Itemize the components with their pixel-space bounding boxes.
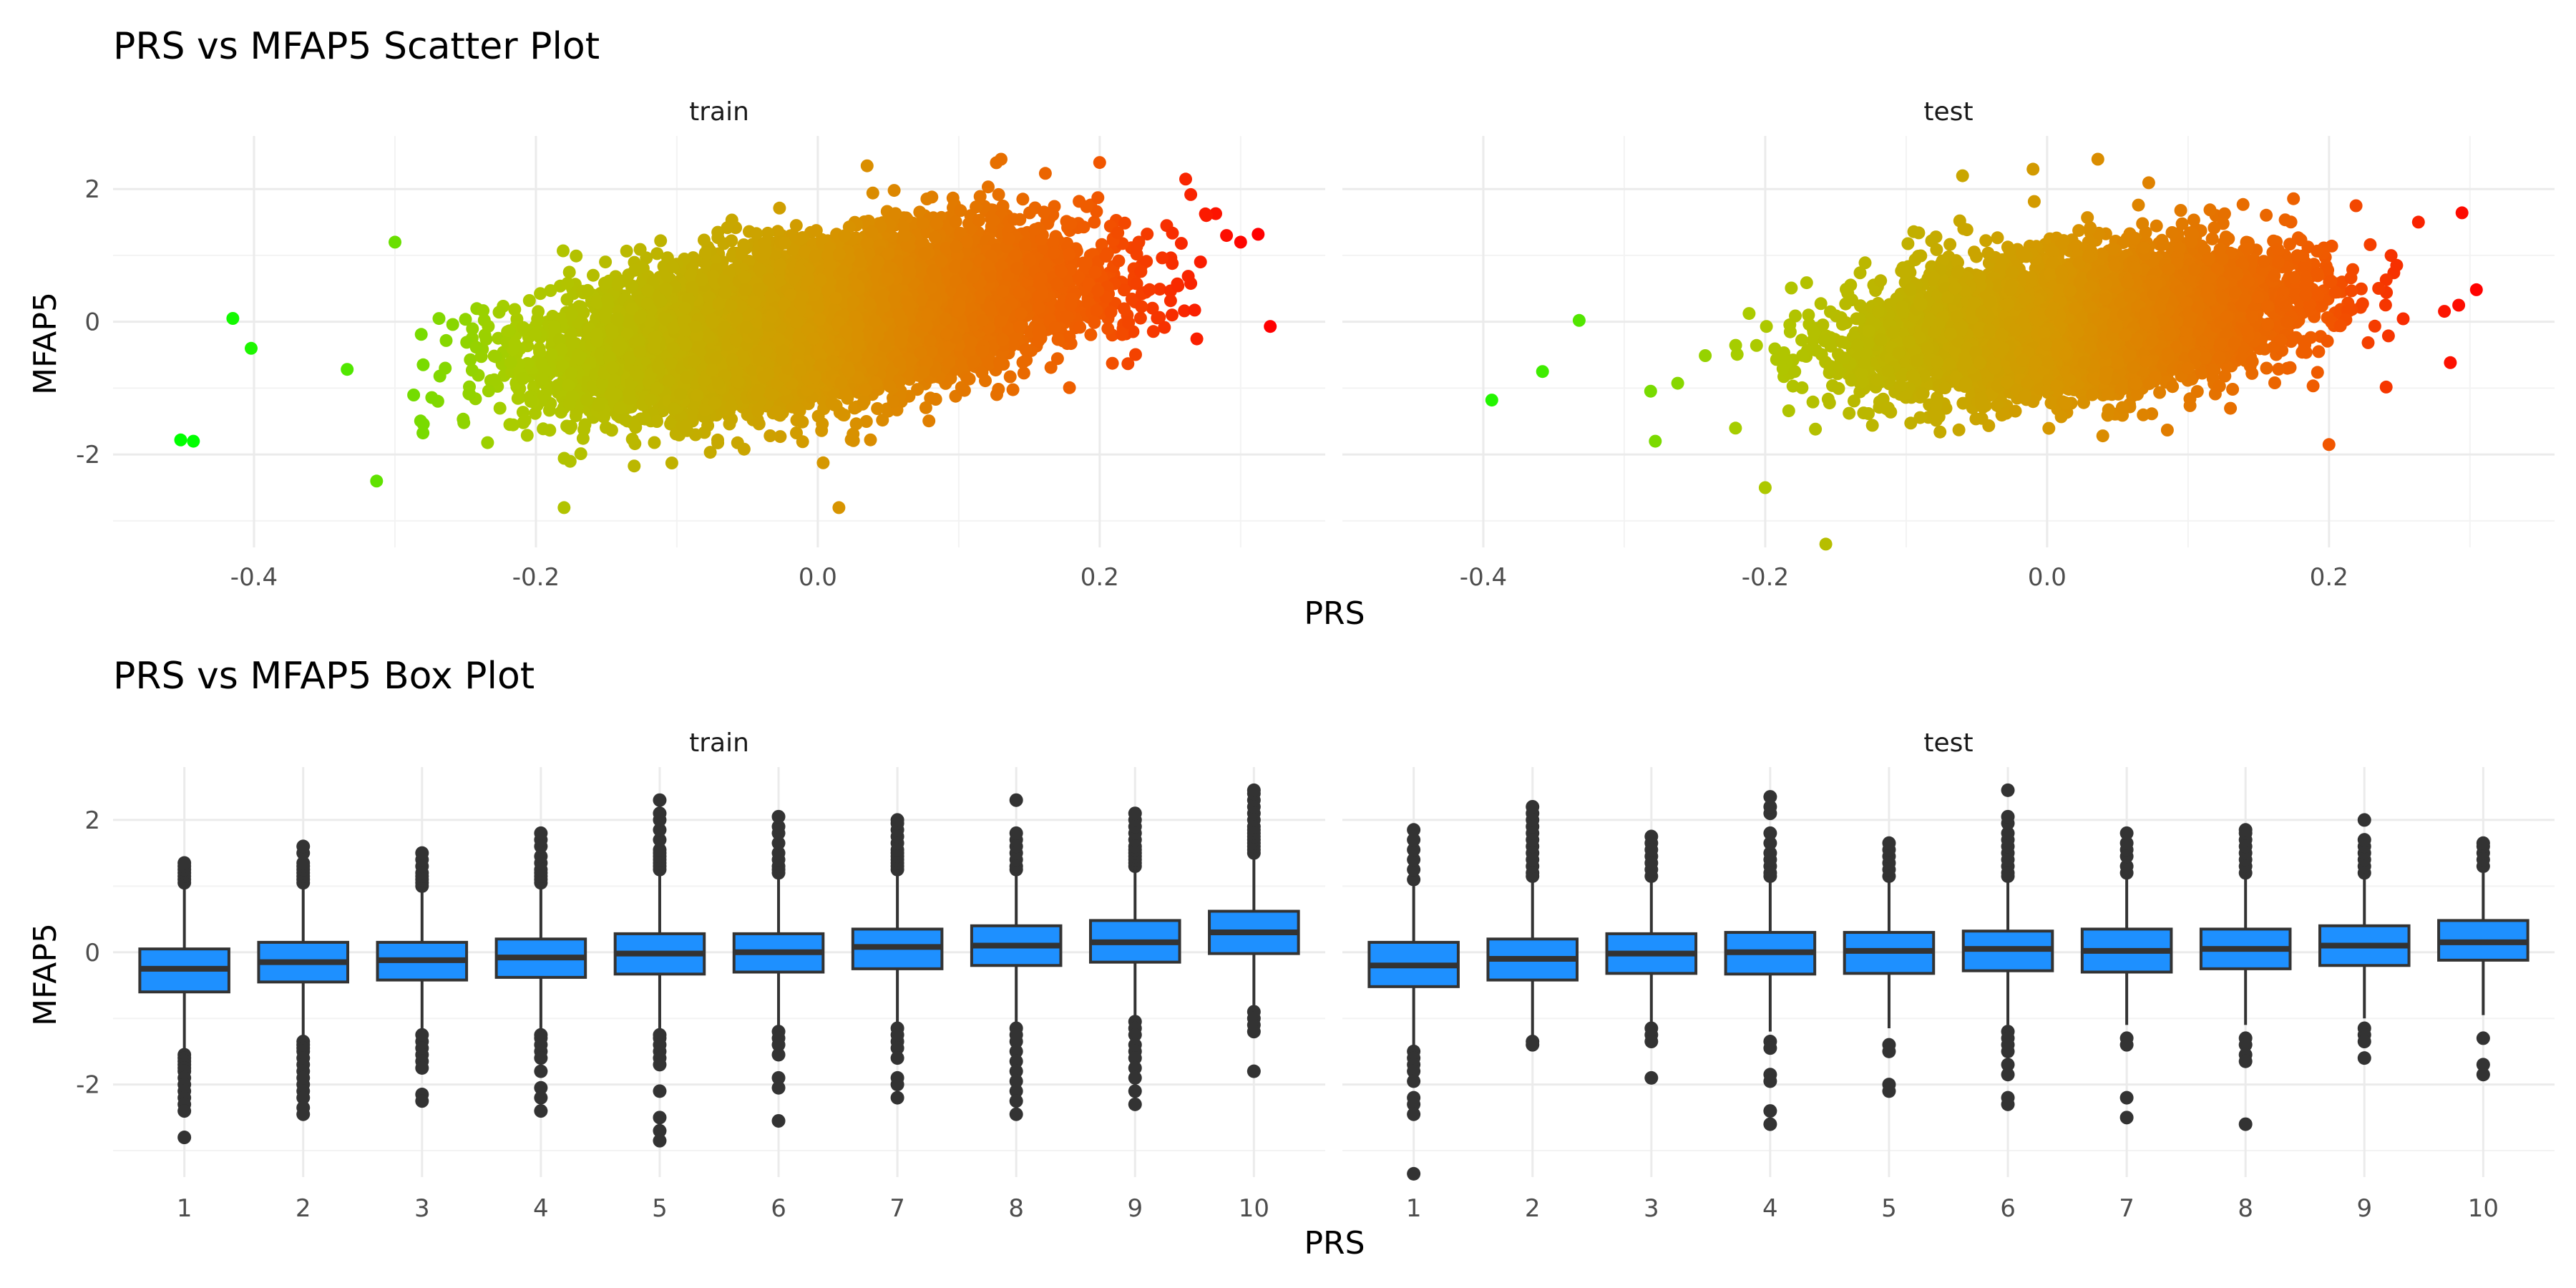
scatter-panel-train: train -0.4 -0.2 0.0 0.2 xyxy=(113,97,1325,592)
scatter-point xyxy=(1188,303,1201,317)
scatter-plot-title: PRS vs MFAP5 Scatter Plot xyxy=(113,25,600,68)
scatter-point xyxy=(864,433,877,447)
scatter-point xyxy=(1050,352,1064,366)
scatter-point xyxy=(1129,348,1142,361)
scatter-point xyxy=(1084,328,1098,341)
scatter-point xyxy=(620,244,633,258)
scatter-point xyxy=(816,456,830,469)
scatter-point xyxy=(996,200,1010,213)
scatter-point xyxy=(1190,332,1204,346)
scatter-point xyxy=(1007,213,1020,226)
scatter-point xyxy=(628,459,641,473)
scatter-point xyxy=(1141,228,1154,241)
scatter-point xyxy=(574,447,587,461)
scatter-point xyxy=(416,358,430,371)
scatter-point xyxy=(1178,304,1191,318)
scatter-point xyxy=(774,430,787,444)
scatter-point xyxy=(1006,383,1020,396)
scatter-point xyxy=(492,306,506,319)
scatter-point xyxy=(946,191,960,205)
scatter-point xyxy=(522,294,536,307)
x-tick-label: 0.2 xyxy=(1080,563,1119,592)
scatter-point xyxy=(439,333,453,347)
scatter-point xyxy=(532,342,546,356)
scatter-point xyxy=(922,414,936,428)
scatter-point xyxy=(628,263,642,277)
scatter-point xyxy=(1121,357,1135,371)
box-plot-title: PRS vs MFAP5 Box Plot xyxy=(113,655,535,698)
scatter-point xyxy=(481,436,494,449)
x-tick-label: -0.4 xyxy=(230,563,278,592)
scatter-point xyxy=(563,454,577,468)
scatter-point xyxy=(599,255,613,269)
scatter-point xyxy=(1017,366,1030,380)
scatter-point xyxy=(487,373,501,386)
scatter-point xyxy=(725,234,738,248)
scatter-point xyxy=(1088,215,1101,229)
scatter-point xyxy=(1044,361,1058,374)
scatter-point xyxy=(1199,207,1212,220)
scatter-point xyxy=(1184,187,1198,201)
scatter-point xyxy=(493,401,507,415)
scatter-point xyxy=(341,363,354,376)
scatter-points-train xyxy=(174,152,1277,514)
scatter-point xyxy=(457,412,470,426)
scatter-point xyxy=(992,383,1005,396)
scatter-point xyxy=(871,402,884,415)
scatter-point xyxy=(508,303,522,316)
scatter-point xyxy=(773,201,786,215)
scatter-point xyxy=(1156,251,1169,265)
scatter-point xyxy=(482,384,495,398)
scatter-point xyxy=(992,187,1005,201)
scatter-point xyxy=(557,244,570,258)
scatter-point xyxy=(1016,356,1030,369)
x-tick-label: -0.2 xyxy=(512,563,560,592)
scatter-point xyxy=(920,192,934,205)
x-tick-label: 0.0 xyxy=(799,563,837,592)
scatter-point xyxy=(876,414,889,427)
scatter-point xyxy=(1181,270,1195,283)
scatter-point xyxy=(407,389,421,401)
facet-label: train xyxy=(689,97,749,127)
scatter-point xyxy=(763,429,777,442)
scatter-point xyxy=(605,424,618,437)
scatter-point xyxy=(432,312,446,326)
